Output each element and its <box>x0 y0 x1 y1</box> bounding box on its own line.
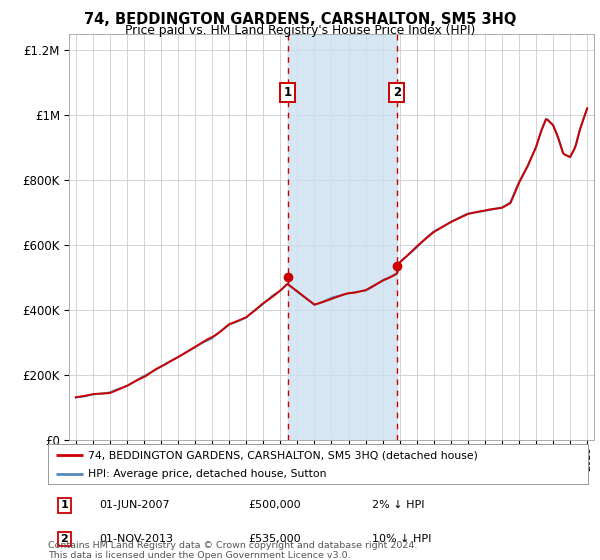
Text: 74, BEDDINGTON GARDENS, CARSHALTON, SM5 3HQ: 74, BEDDINGTON GARDENS, CARSHALTON, SM5 … <box>84 12 516 27</box>
Text: 10% ↓ HPI: 10% ↓ HPI <box>372 534 431 544</box>
Text: £500,000: £500,000 <box>248 501 301 510</box>
Text: 01-NOV-2013: 01-NOV-2013 <box>100 534 173 544</box>
Bar <box>287 34 397 440</box>
Text: Contains HM Land Registry data © Crown copyright and database right 2024.
This d: Contains HM Land Registry data © Crown c… <box>48 540 418 560</box>
Text: 01-JUN-2007: 01-JUN-2007 <box>100 501 170 510</box>
Text: 1: 1 <box>61 501 68 510</box>
Text: Price paid vs. HM Land Registry's House Price Index (HPI): Price paid vs. HM Land Registry's House … <box>125 24 475 36</box>
Text: 2: 2 <box>61 534 68 544</box>
Text: 2% ↓ HPI: 2% ↓ HPI <box>372 501 425 510</box>
Text: 74, BEDDINGTON GARDENS, CARSHALTON, SM5 3HQ (detached house): 74, BEDDINGTON GARDENS, CARSHALTON, SM5 … <box>89 450 478 460</box>
Text: HPI: Average price, detached house, Sutton: HPI: Average price, detached house, Sutt… <box>89 469 327 478</box>
Text: 2: 2 <box>393 86 401 99</box>
Text: £535,000: £535,000 <box>248 534 301 544</box>
Text: 1: 1 <box>283 86 292 99</box>
